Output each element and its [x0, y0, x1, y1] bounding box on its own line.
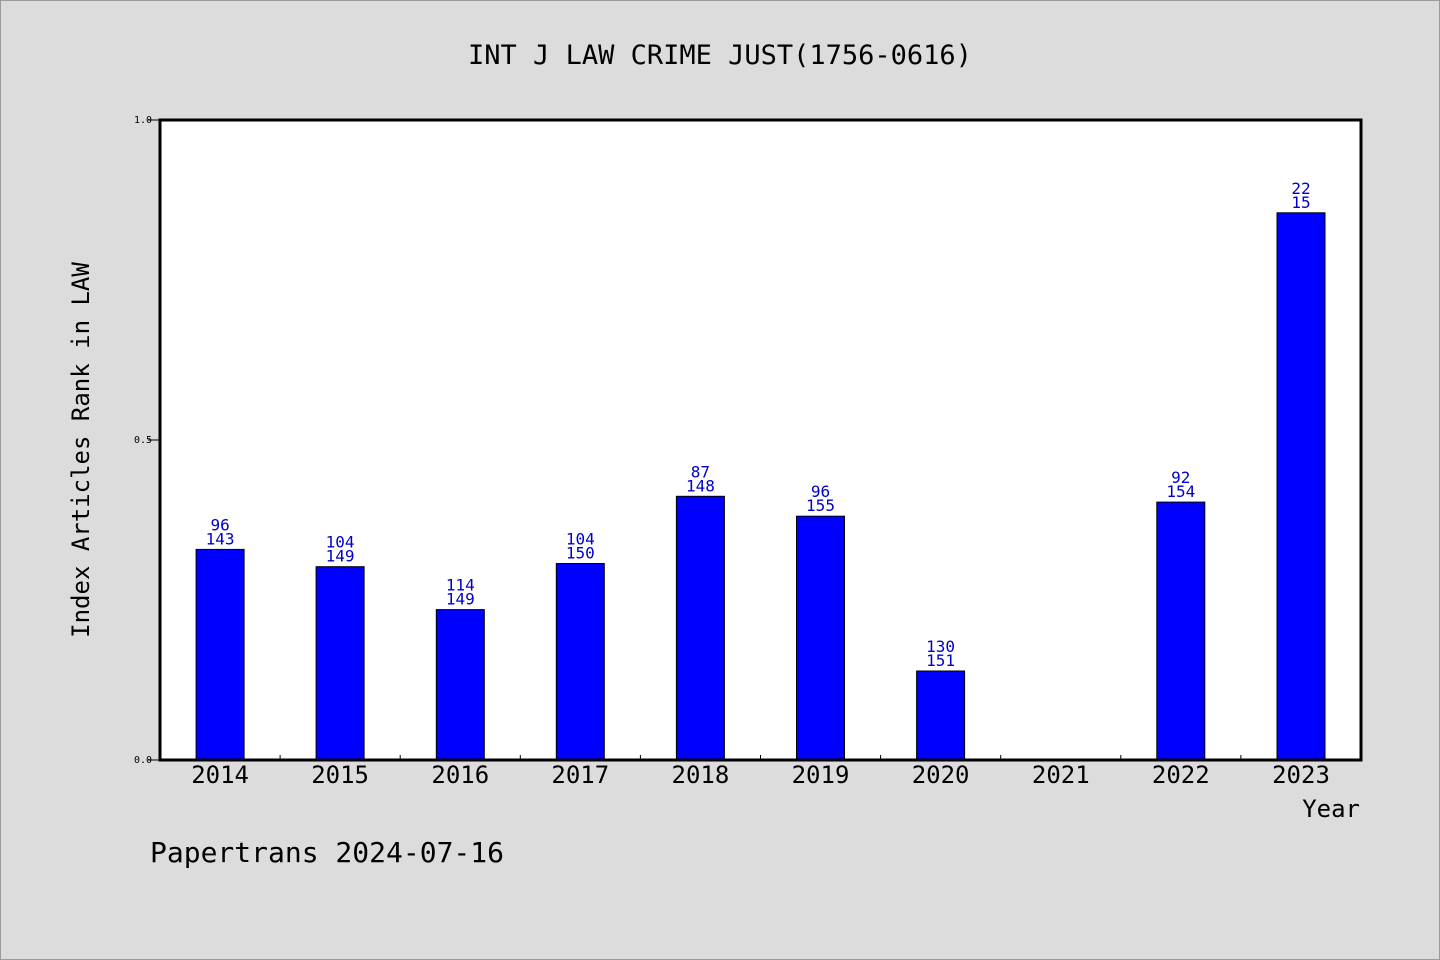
- bar-2020: [916, 670, 966, 761]
- x-tick-label-2014: 2014: [191, 761, 249, 789]
- data-label-bottom-2018: 148: [686, 476, 715, 495]
- x-tick-label-2021: 2021: [1032, 761, 1090, 789]
- x-tick-label-2015: 2015: [311, 761, 369, 789]
- bar-2019: [796, 515, 845, 761]
- x-tick-label-2017: 2017: [551, 761, 609, 789]
- data-label-bottom-2022: 154: [1166, 482, 1195, 501]
- x-tick-label-2020: 2020: [912, 761, 970, 789]
- data-label-bottom-2017: 150: [566, 544, 595, 563]
- bar-2018: [675, 495, 725, 761]
- bar-2014: [195, 548, 245, 761]
- data-label-top-2023: 22: [1291, 179, 1310, 198]
- data-label-bottom-2015: 149: [326, 547, 355, 566]
- bar-2015: [315, 566, 365, 761]
- bar-2017: [555, 563, 605, 761]
- data-label-bottom-2014: 143: [206, 529, 235, 548]
- data-label-bottom-2016: 149: [446, 590, 475, 609]
- y-tick-label-0: 0.0: [134, 755, 152, 766]
- bar-2016: [435, 609, 485, 761]
- data-label-top-2019: 96: [811, 482, 830, 501]
- x-axis-label: Year: [1302, 795, 1360, 823]
- y-axis: 0.0 0.5 1.0: [134, 115, 160, 766]
- data-label-top-2015: 104: [326, 533, 355, 552]
- x-axis: 2014 2015 2016 2017 2018 2019 2020 2021 2022 2023: [191, 755, 1330, 789]
- data-label-bottom-2019: 155: [806, 496, 835, 515]
- x-tick-label-2023: 2023: [1272, 761, 1330, 789]
- x-tick-label-2022: 2022: [1152, 761, 1210, 789]
- chart-title: INT J LAW CRIME JUST(1756-0616): [468, 40, 972, 71]
- x-tick-label-2018: 2018: [672, 761, 730, 789]
- y-axis-label: Index Articles Rank in LAW: [67, 262, 95, 638]
- bar-2023: [1276, 212, 1326, 761]
- data-label-top-2016: 114: [446, 576, 475, 595]
- x-tick-label-2019: 2019: [792, 761, 850, 789]
- bar-2022: [1156, 501, 1206, 761]
- data-label-bottom-2023: 15: [1291, 193, 1310, 212]
- data-label-top-2020: 130: [926, 637, 955, 656]
- data-label-top-2018: 87: [691, 462, 710, 481]
- y-tick-label-1: 0.5: [134, 435, 152, 446]
- y-tick-label-2: 1.0: [134, 115, 152, 126]
- bars-group: [195, 212, 1326, 761]
- data-label-bottom-2020: 151: [926, 651, 955, 670]
- x-tick-label-2016: 2016: [431, 761, 489, 789]
- data-label-top-2022: 92: [1171, 468, 1190, 487]
- data-label-top-2017: 104: [566, 530, 595, 549]
- footer-credit: Papertrans 2024-07-16: [150, 836, 504, 869]
- data-label-top-2014: 96: [210, 515, 229, 534]
